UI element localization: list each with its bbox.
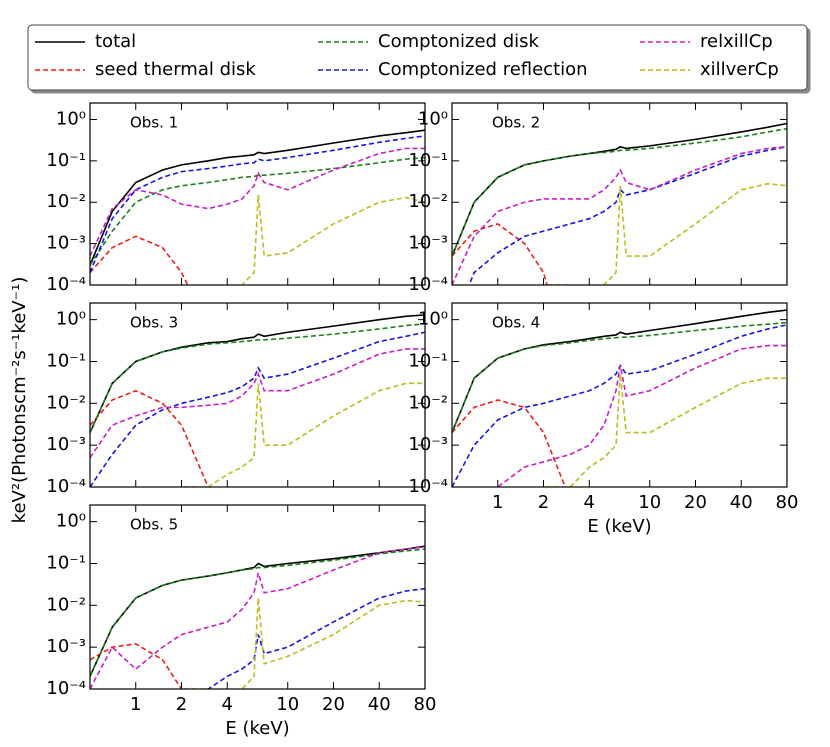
y-tick-label: 10⁻¹ xyxy=(408,350,448,371)
y-axis-label: keV²(Photonscm⁻²s⁻¹keV⁻¹) xyxy=(9,277,30,524)
x-tick-label: 1 xyxy=(492,492,503,513)
x-tick-label: 40 xyxy=(368,694,391,715)
series-line xyxy=(452,127,787,257)
series-line xyxy=(180,597,425,689)
x-tick-label: 80 xyxy=(776,492,799,513)
lines xyxy=(452,122,787,285)
y-tick-label: 10⁻⁴ xyxy=(46,476,86,497)
x-tick-label: 1 xyxy=(130,694,141,715)
panel: Obs. 2 10⁰ 10⁻¹ 10⁻² 10⁻³ 10⁻⁴ xyxy=(408,102,788,295)
panel-title: Obs. 2 xyxy=(492,114,540,132)
legend-label: xillverCp xyxy=(700,59,779,80)
panel: Obs. 4 10⁰ 10⁻¹ 10⁻² 10⁻³ 10⁻⁴ 1 2 4 10 20 40 80 E (k… xyxy=(408,302,799,537)
series-line xyxy=(206,194,425,285)
series-line xyxy=(90,322,425,433)
panel-title: Obs. 1 xyxy=(130,114,178,132)
frame xyxy=(451,302,788,488)
legend-label: Comptonized disk xyxy=(378,31,539,52)
series-line xyxy=(205,587,425,689)
y-tick-label: 10⁻² xyxy=(408,191,448,212)
x-tick-label: 4 xyxy=(222,694,233,715)
y-tick-label: 10⁻¹ xyxy=(46,552,86,573)
x-tick-label: 2 xyxy=(538,492,549,513)
series-line xyxy=(452,399,567,487)
y-tick-label: 10⁻⁴ xyxy=(408,274,448,295)
series-line xyxy=(452,324,787,487)
series-line xyxy=(452,222,548,285)
y-tick-label: 10⁻² xyxy=(408,392,448,413)
series-line xyxy=(90,546,425,689)
series-line xyxy=(90,156,425,266)
y-tick-label: 10⁻³ xyxy=(46,434,86,455)
y-tick-label: 10⁰ xyxy=(418,309,448,330)
frame xyxy=(89,102,426,286)
y-tick-label: 10⁻² xyxy=(46,191,86,212)
x-tick-label: 20 xyxy=(322,694,345,715)
frame xyxy=(89,302,426,488)
panel: Obs. 1 10⁰ 10⁻¹ 10⁻² 10⁻³ 10⁻⁴ xyxy=(46,102,426,295)
y-tick-label: 10⁻⁴ xyxy=(408,476,448,497)
x-tick-label: 80 xyxy=(414,694,437,715)
series-line xyxy=(452,309,787,433)
series-line xyxy=(542,182,787,285)
series-line xyxy=(468,145,787,285)
y-tick-label: 10⁻² xyxy=(46,392,86,413)
frame xyxy=(89,504,426,690)
y-tick-label: 10⁻³ xyxy=(46,636,86,657)
y-tick-label: 10⁻⁴ xyxy=(46,274,86,295)
y-tick-label: 10⁻³ xyxy=(408,434,448,455)
series-line xyxy=(90,129,425,266)
y-tick-label: 10⁰ xyxy=(56,511,86,532)
y-tick-label: 10⁻³ xyxy=(46,233,86,254)
series-line xyxy=(452,145,787,285)
legend-label: Comptonized reflection xyxy=(378,59,588,80)
legend-label: seed thermal disk xyxy=(95,59,256,80)
series-line xyxy=(90,548,425,677)
x-tick-label: 10 xyxy=(638,492,661,513)
series-line xyxy=(90,389,210,487)
x-tick-label: 4 xyxy=(584,492,595,513)
plot-area xyxy=(90,505,425,689)
series-line xyxy=(90,643,183,689)
x-axis-label: E (keV) xyxy=(587,516,651,537)
x-tick-label: 2 xyxy=(176,694,187,715)
y-tick-label: 10⁻¹ xyxy=(46,150,86,171)
y-tick-label: 10⁰ xyxy=(418,108,448,129)
legend-box xyxy=(27,24,808,91)
lines xyxy=(90,545,425,689)
series-line xyxy=(90,348,425,459)
y-tick-label: 10⁻³ xyxy=(408,233,448,254)
x-axis-label: E (keV) xyxy=(225,718,289,739)
plot-area xyxy=(90,303,425,487)
series-line xyxy=(496,344,787,487)
plot-area xyxy=(90,103,425,285)
legend-label: total xyxy=(95,31,136,52)
y-tick-label: 10⁰ xyxy=(56,108,86,129)
frame xyxy=(451,102,788,286)
panel-title: Obs. 3 xyxy=(130,314,178,332)
y-tick-label: 10⁻² xyxy=(46,594,86,615)
series-line xyxy=(452,321,787,433)
x-tick-label: 20 xyxy=(684,492,707,513)
y-tick-label: 10⁻¹ xyxy=(408,150,448,171)
x-tick-label: 40 xyxy=(730,492,753,513)
legend-label: relxillCp xyxy=(700,31,773,52)
lines xyxy=(452,309,787,487)
series-line xyxy=(90,135,425,273)
x-tick-label: 10 xyxy=(276,694,299,715)
panel-title: Obs. 5 xyxy=(130,516,178,534)
series-line xyxy=(90,331,425,487)
series-line xyxy=(90,147,425,257)
y-tick-label: 10⁻⁴ xyxy=(46,678,86,699)
lines xyxy=(90,314,425,487)
series-line xyxy=(90,235,189,285)
y-tick-label: 10⁰ xyxy=(56,309,86,330)
panel: Obs. 5 10⁰ 10⁻¹ 10⁻² 10⁻³ 10⁻⁴ 1 2 4 10 20 40 80 E (k… xyxy=(46,504,437,739)
y-tick-label: 10⁻¹ xyxy=(46,350,86,371)
panel-title: Obs. 4 xyxy=(492,314,540,332)
panel: Obs. 3 10⁰ 10⁻¹ 10⁻² 10⁻³ 10⁻⁴ xyxy=(46,302,426,497)
lines xyxy=(90,129,425,285)
